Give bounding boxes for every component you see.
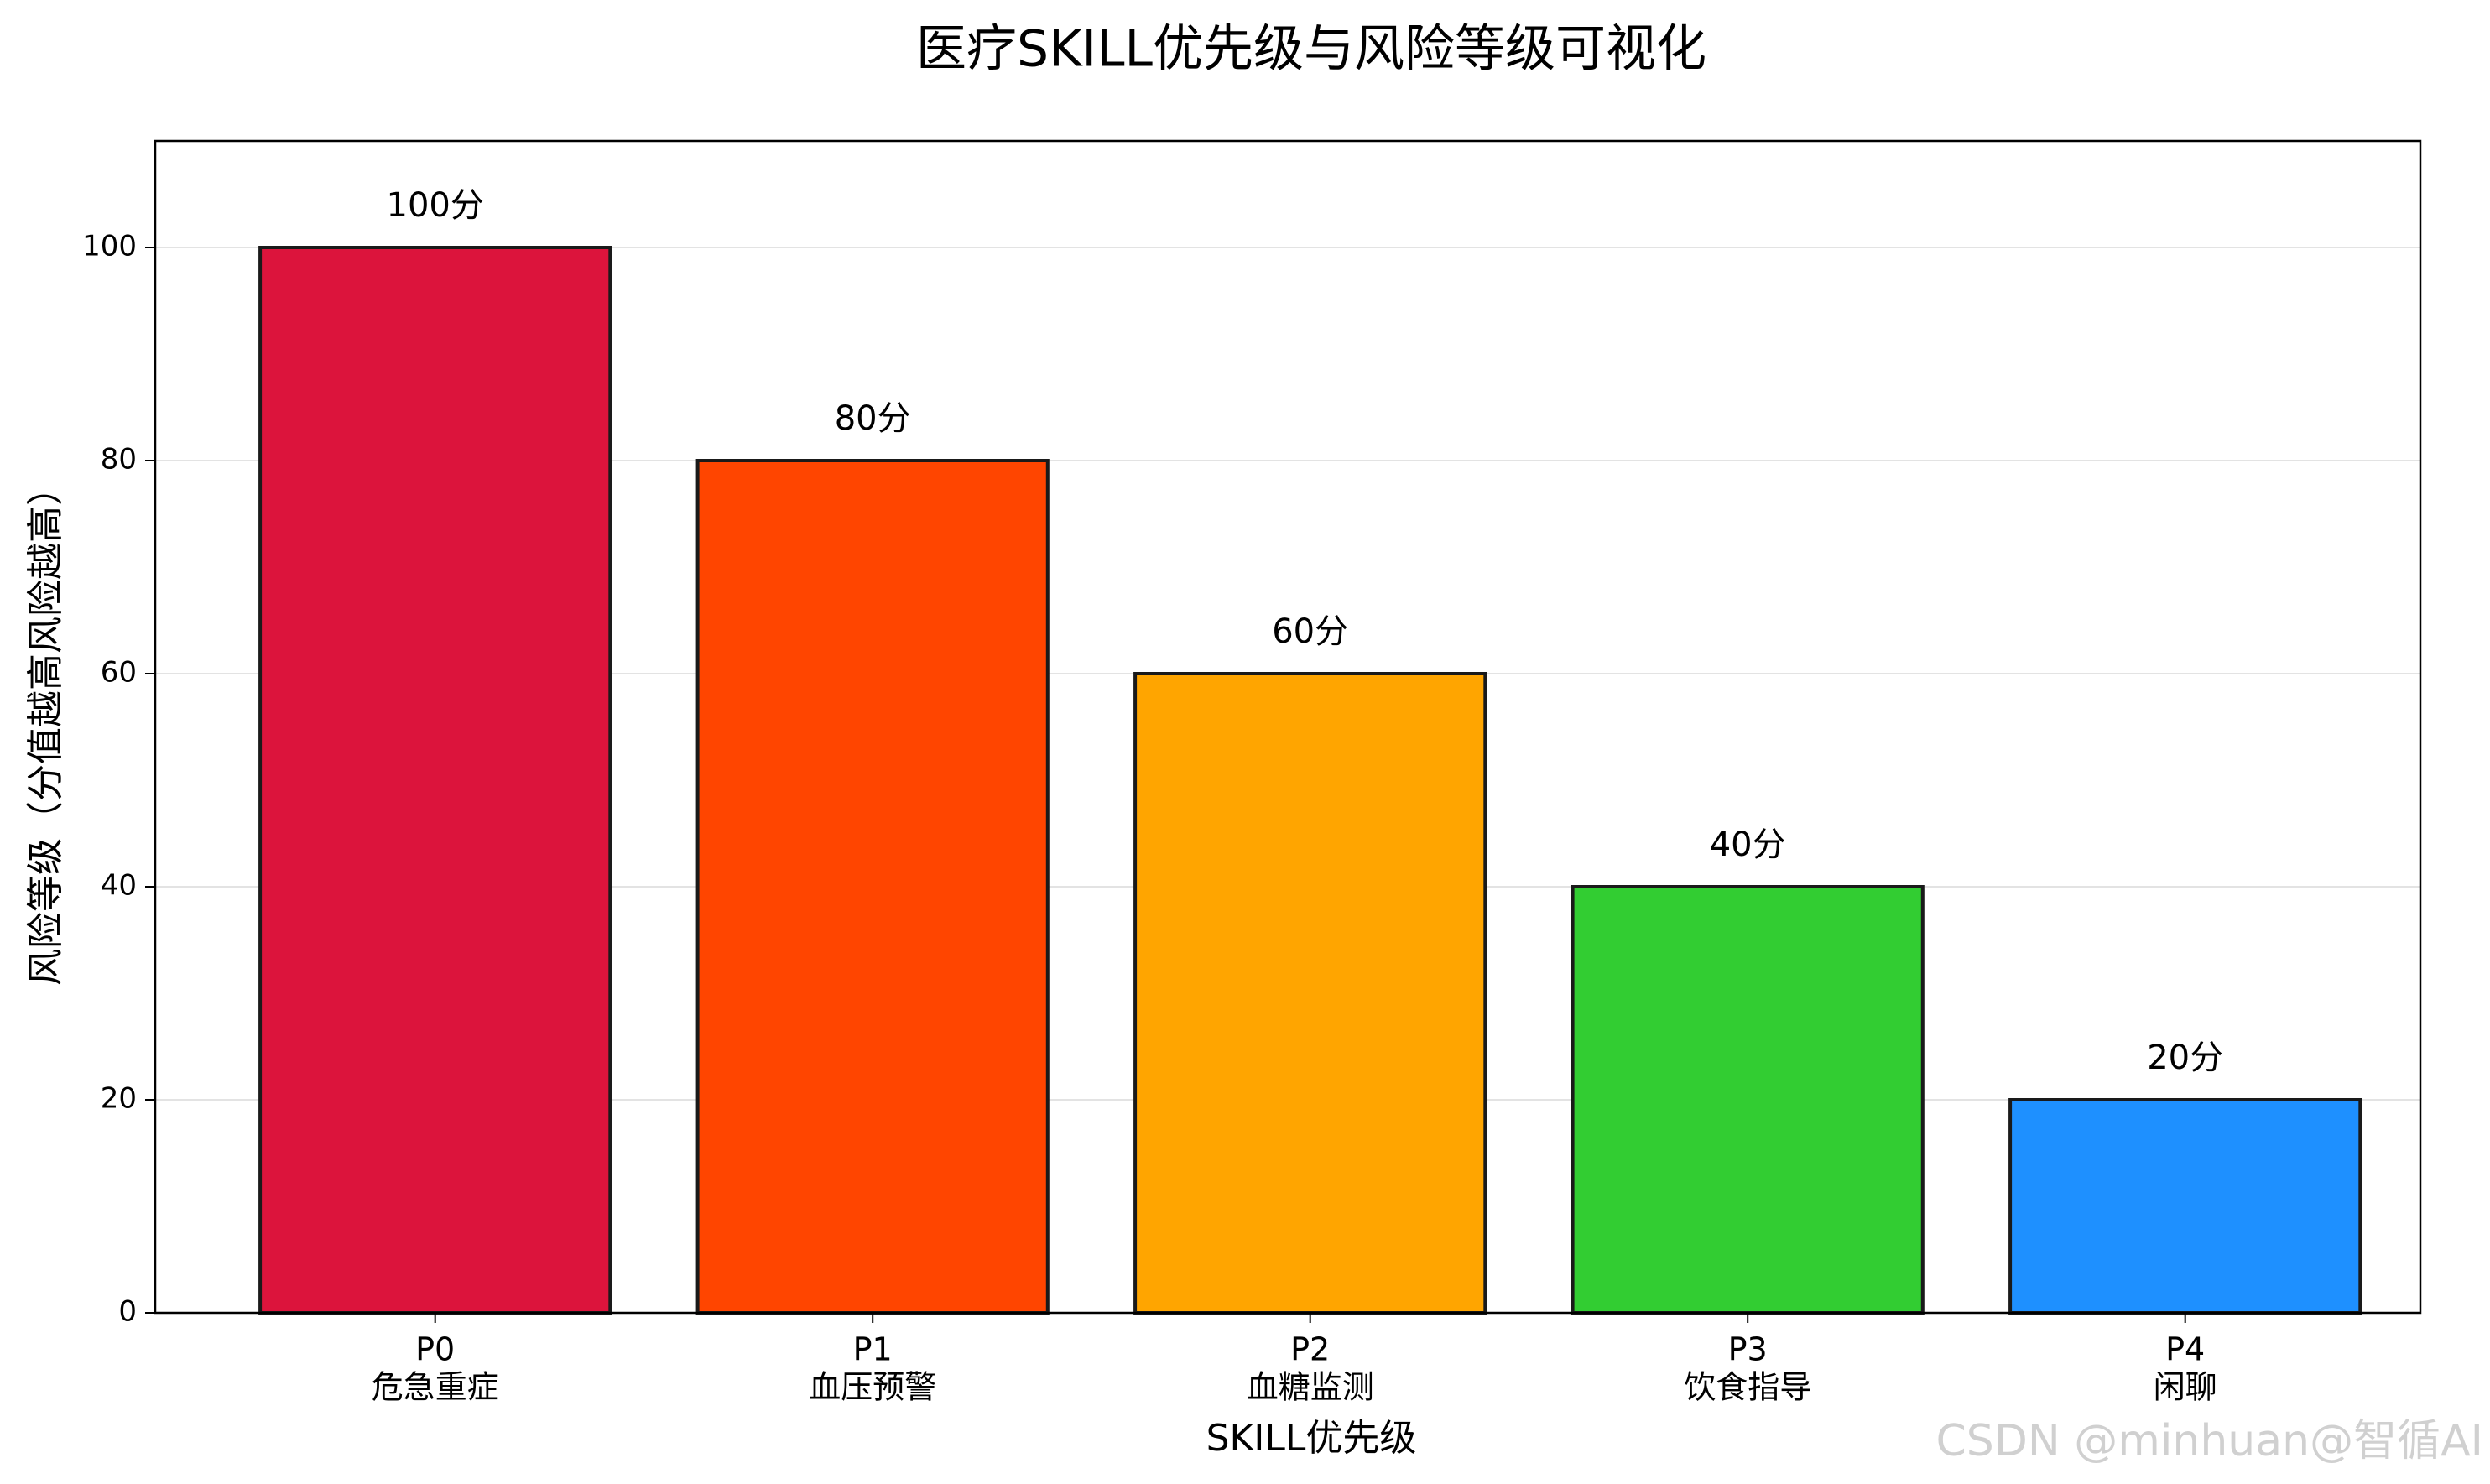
x-tick-label: P3: [1728, 1331, 1768, 1368]
bar: [258, 246, 612, 1315]
watermark: CSDN @minhuan@智循AI: [1936, 1416, 2484, 1466]
x-tick-label: 血压预警: [809, 1369, 936, 1406]
value-label: 40分: [1710, 825, 1786, 864]
y-tick-label: 80: [101, 443, 137, 476]
value-label: 60分: [1272, 612, 1348, 651]
x-axis-label: SKILL优先级: [1206, 1417, 1417, 1460]
bar: [1133, 672, 1487, 1315]
x-tick-label: 闲聊: [2154, 1369, 2217, 1406]
plot-frame: [154, 139, 2422, 1315]
y-tick-label: 40: [101, 869, 137, 903]
bar: [1571, 885, 1925, 1315]
x-tick-label: P2: [1290, 1331, 1330, 1368]
chart-title: 医疗SKILL优先级与风险等级可视化: [916, 20, 1706, 79]
y-tick-label: 100: [82, 230, 137, 263]
x-tick-label: 血糖监测: [1247, 1369, 1374, 1406]
y-axis-label: 风险等级（分值越高风险越高）: [24, 469, 67, 986]
x-tick-label: P1: [853, 1331, 893, 1368]
value-label: 80分: [835, 399, 911, 438]
bar: [695, 459, 1050, 1315]
value-label: 20分: [2147, 1039, 2223, 1077]
y-tick-label: 0: [118, 1295, 137, 1329]
y-tick-label: 20: [101, 1082, 137, 1116]
x-tick-label: P0: [415, 1331, 455, 1368]
x-tick-label: 危急重症: [372, 1369, 499, 1406]
x-tick-label: P4: [2165, 1331, 2205, 1368]
x-tick-label: 饮食指导: [1684, 1369, 1811, 1406]
y-tick-label: 60: [101, 656, 137, 690]
bar: [2008, 1098, 2362, 1315]
value-label: 100分: [387, 186, 484, 225]
